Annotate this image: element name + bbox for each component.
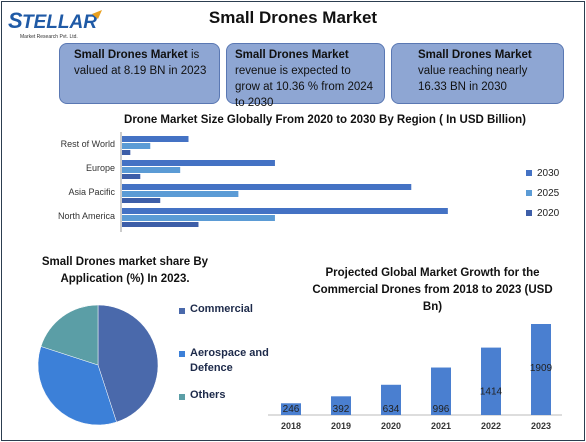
legend-item-2020: 2020 [526,203,559,223]
legend-item-others: Others [179,389,225,401]
logo-arrow-icon [92,10,102,19]
legend-label: 2025 [537,187,560,199]
card-text: is valued at 8.19 BN in 2023 [74,49,207,77]
legend-label: 2030 [537,167,560,179]
legend-label: Others [190,389,226,401]
info-card-valuation: Small Drones Market is valued at 8.19 BN… [59,43,220,104]
legend-swatch [179,308,185,314]
card-bold-text: Small Drones Market [418,49,532,61]
growth-chart-title: Projected Global Market Growth for the C… [312,267,553,313]
pie-chart-title: Small Drones market share By Application… [41,256,209,285]
legend-label: 2020 [537,207,560,219]
card-bold-text: Small Drones Market [235,49,349,61]
info-card-growth: Small Drones Market revenue is expected … [226,43,385,109]
logo-wordmark: TELLAR [22,12,97,33]
legend-swatch [526,190,532,196]
legend-swatch [179,351,185,357]
legend-label: Commercial [190,303,253,315]
page-title: Small Drones Market [208,8,378,27]
legend-item-2025: 2025 [526,183,559,203]
info-card-forecast: Small Drones Market value reaching nearl… [391,43,564,104]
card-text: revenue is expected to grow at 10.36 % f… [235,65,374,109]
stellar-logo: S TELLAR Market Research Pvt. Ltd. [6,4,106,44]
legend-item-commercial: Commercial [179,303,253,315]
legend-item-aerospace: Aerospace and Defence [179,346,275,376]
region-chart-title: Drone Market Size Globally From 2020 to … [124,114,526,126]
logo-wordmark-s: S [8,8,23,33]
card-text: value reaching nearly 16.33 BN in 2030 [418,65,528,93]
legend-swatch [526,170,532,176]
legend-label: Aerospace and Defence [190,347,269,374]
legend-swatch [179,394,185,400]
card-bold-text: Small Drones Market [74,49,188,61]
region-chart-legend: 2030 2025 2020 [526,163,559,223]
logo-tagline: Market Research Pvt. Ltd. [20,34,78,40]
legend-swatch [526,210,532,216]
legend-item-2030: 2030 [526,163,559,183]
